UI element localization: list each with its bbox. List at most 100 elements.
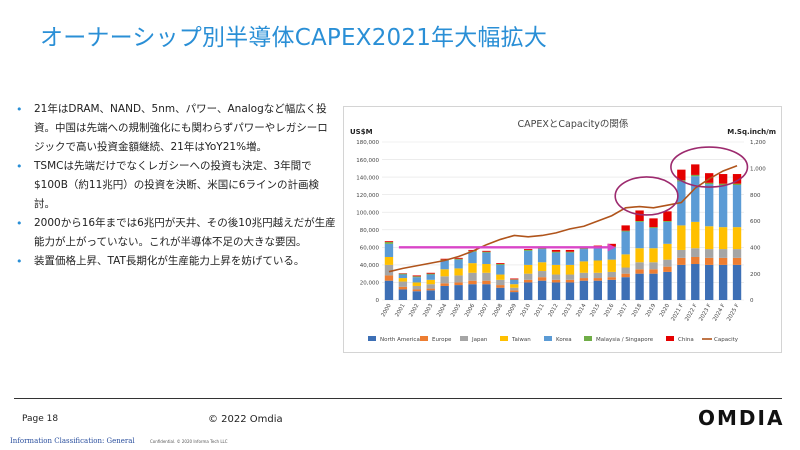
x-tick-label: 2017 [617, 303, 629, 319]
bar-segment [718, 174, 728, 184]
x-tick-label: 2014 [575, 303, 587, 319]
bar-segment [621, 267, 630, 274]
bar-segment [705, 257, 714, 265]
bar-segment [510, 287, 519, 291]
chart-title: CAPEXとCapacityの関係 [518, 119, 629, 130]
bar-segment [440, 285, 449, 300]
bar-segment [732, 249, 742, 258]
x-tick-label: 2005 [450, 303, 462, 319]
y-tick-right: 800 [750, 193, 761, 199]
bar-segment [496, 263, 505, 265]
bar-segment [454, 259, 463, 269]
bar-segment [579, 261, 589, 273]
legend-label: Capacity [714, 337, 739, 343]
bar-segment [454, 285, 463, 300]
bar-segment [649, 248, 658, 263]
bullet-item: • TSMCは先端だけでなくレガシーへの投資も決定、3年間で$100B（約11兆円… [16, 157, 336, 214]
x-tick-label: 2025 F [726, 303, 741, 322]
bullet-dot-icon: • [16, 217, 23, 230]
bar-segment [496, 285, 505, 288]
highlight-ellipse [614, 176, 679, 216]
bar-segment [718, 249, 728, 258]
bar-segment [510, 279, 519, 285]
bar-segment [579, 280, 589, 300]
bar-segment [551, 264, 561, 275]
y-tick-left: 160,000 [356, 158, 379, 164]
bar-segment [384, 241, 394, 243]
bar-segment [718, 227, 728, 250]
y-tick-left: 20,000 [360, 281, 380, 287]
bar-segment [384, 243, 394, 257]
bar-segment [524, 264, 533, 274]
bar-segment [635, 273, 644, 300]
bar-segment [663, 211, 672, 221]
bar-segment [524, 279, 533, 283]
bar-segment [551, 251, 561, 253]
y-tick-right: 200 [750, 272, 761, 278]
bar-segment [677, 169, 686, 181]
bar-segment [732, 264, 742, 300]
bar-segment [691, 221, 700, 249]
bar-segment [621, 225, 630, 231]
bar-segment [551, 279, 561, 283]
bar-segment [691, 174, 700, 177]
bar-segment [440, 258, 449, 260]
bar-segment [565, 249, 575, 252]
legend-label: Japan [471, 337, 488, 343]
y-tick-right: 1,200 [750, 140, 766, 146]
footer-divider [14, 398, 782, 399]
bar-segment [607, 279, 616, 300]
bar-segment [510, 292, 519, 300]
slide-title: オーナーシップ別半導体CAPEX2021年大幅拡大 [40, 25, 548, 51]
bar-segment [412, 277, 421, 283]
bar-segment [454, 258, 463, 260]
bar-segment [482, 251, 491, 253]
bullet-text: 装置価格上昇、TAT長期化が生産能力上昇を妨げている。 [34, 255, 305, 267]
bar-segment [607, 247, 616, 260]
bar-segment [524, 273, 533, 280]
bar-segment [468, 280, 477, 285]
bar-segment [537, 280, 547, 300]
bar-segment [621, 277, 630, 300]
bar-segment [468, 251, 477, 264]
bar-segment [691, 164, 700, 175]
bar-segment [635, 221, 644, 222]
bar-segment [732, 227, 742, 250]
bar-segment [496, 274, 505, 280]
bar-segment [579, 272, 589, 279]
bar-segment [454, 268, 463, 276]
bar-segment [482, 250, 491, 252]
y-tick-right: 0 [750, 298, 754, 304]
bar-segment [705, 226, 714, 250]
bar-segment [565, 279, 575, 283]
bar-segment [426, 284, 435, 289]
y-tick-left: 60,000 [360, 246, 380, 252]
bar-segment [691, 264, 700, 300]
bar-segment [537, 271, 547, 278]
bar-segment [384, 280, 394, 300]
bar-segment [635, 269, 644, 274]
bar-segment [412, 291, 421, 300]
bar-segment [635, 248, 644, 263]
bar-segment [635, 221, 644, 249]
bar-segment [551, 282, 561, 300]
bar-segment [537, 277, 547, 281]
bar-segment [384, 264, 394, 276]
x-tick-label: 2006 [464, 303, 476, 319]
bar-segment [398, 286, 408, 290]
bar-segment [440, 260, 449, 270]
x-tick-label: 2000 [380, 303, 392, 319]
bar-segment [426, 290, 435, 300]
bar-segment [454, 275, 463, 283]
bar-segment [510, 284, 519, 288]
legend-label: Taiwan [511, 337, 531, 343]
x-tick-label: 2015 [589, 303, 601, 319]
bar-segment [412, 275, 421, 277]
bar-segment [565, 251, 575, 253]
y-tick-left: 40,000 [360, 263, 380, 269]
bar-segment [579, 249, 589, 262]
bar-segment [496, 279, 505, 286]
bar-segment [649, 228, 658, 249]
y-tick-left: 180,000 [356, 140, 379, 146]
bar-segment [593, 272, 602, 279]
